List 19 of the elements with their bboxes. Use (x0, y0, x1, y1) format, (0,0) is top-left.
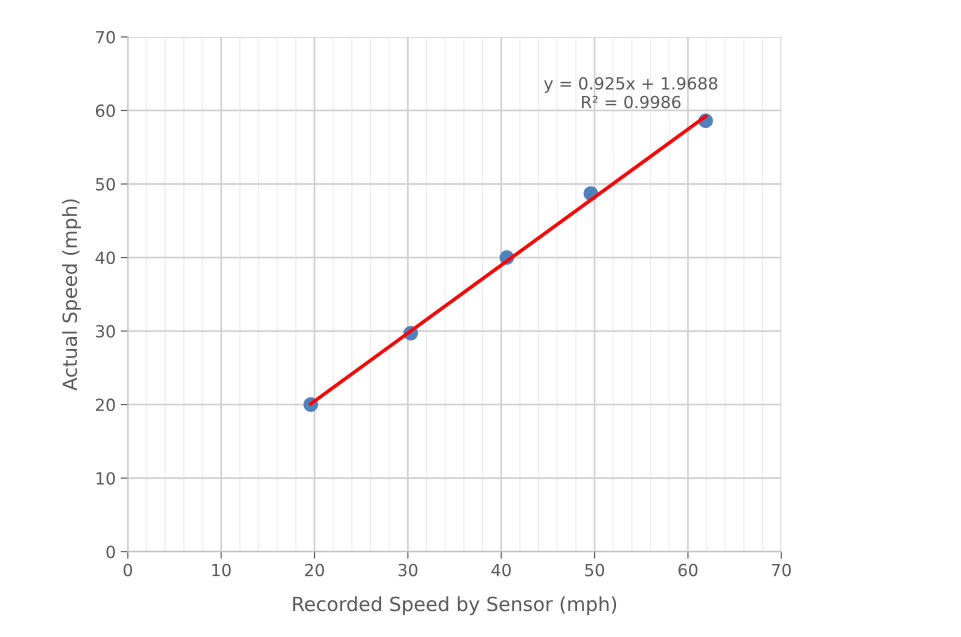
y-tick-label: 60 (96, 104, 115, 118)
y-tick-label: 10 (96, 472, 115, 485)
y-axis-title: Actual Speed (mph) (62, 199, 81, 391)
y-tick-label: 30 (96, 325, 115, 338)
annotation: y = 0.925x + 1.9688 R² = 0.9986 (544, 77, 718, 108)
x-tick-label: 30 (398, 564, 418, 576)
y-tick-label: 0 (106, 546, 115, 558)
y-tick-label: 50 (96, 178, 115, 191)
x-tick-label: 50 (585, 564, 604, 576)
y-tick-label: 40 (96, 251, 115, 264)
y-tick-label: 20 (96, 398, 115, 412)
x-axis-title: Recorded Speed by Sensor (mph) (293, 596, 616, 616)
x-tick-label: 0 (124, 564, 132, 576)
x-tick-label: 10 (212, 564, 231, 576)
x-tick-label: 60 (678, 564, 698, 576)
x-tick-label: 70 (772, 564, 791, 576)
x-tick-label: 40 (491, 564, 511, 576)
x-tick-label: 20 (305, 564, 324, 576)
y-tick-label: 70 (96, 30, 115, 44)
